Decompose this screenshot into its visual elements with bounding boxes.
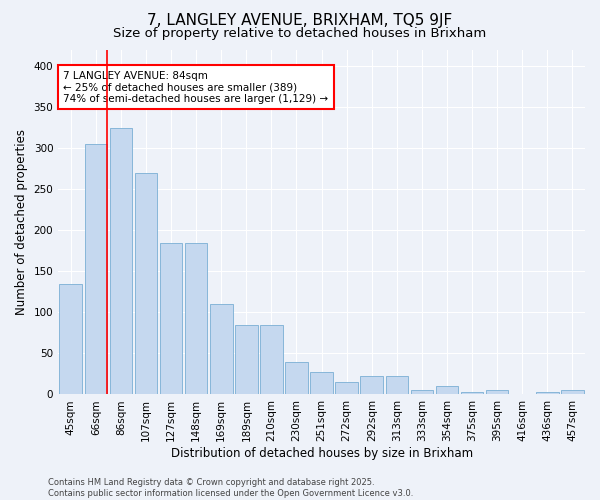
X-axis label: Distribution of detached houses by size in Brixham: Distribution of detached houses by size …: [170, 447, 473, 460]
Bar: [561, 390, 584, 394]
Bar: [110, 128, 132, 394]
Bar: [59, 284, 82, 395]
Bar: [361, 376, 383, 394]
Bar: [185, 242, 208, 394]
Bar: [310, 372, 333, 394]
Bar: [436, 386, 458, 394]
Y-axis label: Number of detached properties: Number of detached properties: [15, 129, 28, 315]
Bar: [260, 324, 283, 394]
Bar: [461, 392, 484, 394]
Bar: [134, 173, 157, 394]
Bar: [210, 304, 233, 394]
Bar: [85, 144, 107, 394]
Text: 7, LANGLEY AVENUE, BRIXHAM, TQ5 9JF: 7, LANGLEY AVENUE, BRIXHAM, TQ5 9JF: [148, 12, 452, 28]
Text: Size of property relative to detached houses in Brixham: Size of property relative to detached ho…: [113, 28, 487, 40]
Bar: [410, 390, 433, 394]
Text: Contains HM Land Registry data © Crown copyright and database right 2025.
Contai: Contains HM Land Registry data © Crown c…: [48, 478, 413, 498]
Bar: [160, 242, 182, 394]
Bar: [335, 382, 358, 394]
Bar: [386, 376, 408, 394]
Bar: [486, 390, 508, 394]
Text: 7 LANGLEY AVENUE: 84sqm
← 25% of detached houses are smaller (389)
74% of semi-d: 7 LANGLEY AVENUE: 84sqm ← 25% of detache…: [63, 70, 328, 104]
Bar: [536, 392, 559, 394]
Bar: [235, 324, 257, 394]
Bar: [285, 362, 308, 394]
